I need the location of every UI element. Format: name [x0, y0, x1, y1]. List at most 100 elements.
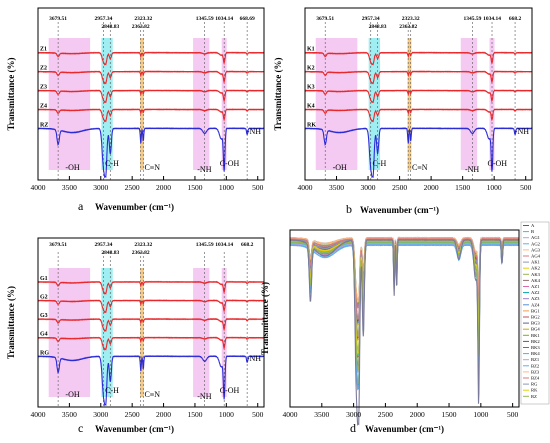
spectrum-line: [289, 238, 520, 370]
series-label: Z3: [40, 85, 47, 91]
x-tick-label: 4000: [283, 410, 298, 419]
x-tick-label: 3000: [93, 410, 108, 419]
legend-entry: BZ1: [531, 357, 540, 362]
x-tick-label: 1000: [219, 183, 234, 192]
band-highlight: [368, 38, 381, 170]
band-label: C-OH: [488, 159, 508, 168]
spectrum-line: [304, 108, 533, 123]
spectrum-line: [289, 243, 520, 359]
panel-letter: d: [350, 421, 356, 435]
legend-entry: RG: [531, 382, 538, 387]
legend-entry: AZ2: [531, 290, 540, 295]
x-axis-label: Wavenumber (cm⁻¹): [360, 205, 439, 215]
spectrum-line: [37, 280, 265, 295]
x-tick-label: 3500: [314, 410, 329, 419]
x-tick-label: 1000: [219, 410, 234, 419]
spectrum-line: [289, 240, 520, 372]
x-tick-label: 1500: [455, 183, 470, 192]
series-label: K4: [307, 103, 315, 109]
legend-entry: RK: [531, 388, 538, 393]
x-tick-label: 1500: [187, 410, 202, 419]
legend-entry: BG4: [531, 327, 540, 332]
legend-entry: AZ1: [531, 284, 540, 289]
plot-frame: [37, 237, 265, 408]
panel-a: 3679.51 2957.34 2848.83 2363.82 2323.32 1345.…: [6, 7, 265, 213]
band-highlight: [101, 268, 113, 397]
series-label: Z4: [40, 103, 47, 109]
legend-entry: BZ3: [531, 369, 540, 374]
plot-frame: [304, 7, 533, 181]
spectrum-line: [37, 317, 265, 333]
y-axis-label: Transmittance (%): [273, 57, 283, 130]
series-label: G4: [40, 332, 48, 338]
x-tick-label: 500: [520, 183, 532, 192]
legend-entry: BG2: [531, 315, 540, 320]
legend-entry: AK4: [531, 278, 541, 283]
spectrum-line: [289, 238, 520, 427]
series-label: Z1: [40, 47, 47, 53]
x-tick-label: 500: [507, 410, 519, 419]
peak-label: 2363.82: [132, 250, 150, 256]
spectrum-line: [37, 299, 265, 314]
spectrum-line: [289, 242, 520, 374]
x-tick-label: 3500: [62, 410, 77, 419]
panel-b: 3679.51 2957.34 2848.83 2363.82 2323.32 1345.…: [273, 7, 533, 216]
x-tick-label: 1000: [487, 183, 502, 192]
band-label: C-H: [373, 159, 387, 168]
spectrum-line: [37, 70, 265, 85]
legend-entry: RZ: [531, 394, 537, 399]
x-tick-label: 2000: [410, 410, 425, 419]
band-highlight: [140, 268, 144, 397]
band-label: -NH: [515, 127, 529, 136]
band-label: C≡N: [144, 390, 160, 399]
peak-label: 2848.83: [101, 250, 119, 256]
x-tick-label: 2000: [156, 183, 171, 192]
legend-entry: BK2: [531, 339, 540, 344]
x-tick-label: 4000: [31, 183, 46, 192]
band-label: -NH: [197, 392, 211, 401]
x-tick-label: 1500: [187, 183, 202, 192]
legend-entry: BZ2: [531, 363, 540, 368]
legend-entry: BZ4: [531, 376, 540, 381]
spectrum-line: [289, 241, 520, 357]
peak-label: 2363.82: [132, 24, 150, 30]
panel-c: 3679.51 2957.34 2848.83 2363.82 2323.32 1345.…: [6, 237, 265, 435]
band-label: -NH: [465, 165, 479, 174]
spectrum-line: [289, 239, 520, 387]
spectrum-line: [37, 108, 265, 123]
peak-label: 2957.34: [95, 242, 113, 248]
x-tick-label: 1000: [473, 410, 488, 419]
x-tick-label: 3000: [93, 183, 108, 192]
panel-d: ABAG1AG2AG3AG4AK1AK2AK3AK4AZ1AZ2AZ3AZ4BG…: [260, 221, 550, 435]
series-label: RG: [40, 350, 49, 356]
legend-entry: AZ3: [531, 296, 540, 301]
band-label: C-H: [105, 159, 119, 168]
legend-entry: AG2: [531, 241, 541, 246]
peak-label: 2323.32: [134, 242, 152, 248]
peak-label: 3679.51: [316, 16, 334, 22]
legend-entry: BK3: [531, 345, 540, 350]
spectrum-line: [289, 243, 520, 327]
peak-label: 2363.82: [399, 24, 417, 30]
peak-label: 2848.83: [101, 24, 119, 30]
spectrum-line: [289, 237, 520, 385]
band-highlight: [48, 268, 91, 397]
x-tick-label: 3500: [329, 183, 344, 192]
legend-entry: AZ4: [531, 302, 540, 307]
spectrum-line: [289, 241, 520, 389]
y-axis-label: Transmittance (%): [6, 57, 16, 130]
legend-entry: BG1: [531, 308, 540, 313]
spectrum-line: [37, 89, 265, 104]
peak-label: 668.2: [241, 242, 254, 248]
legend-entry: AK3: [531, 272, 541, 277]
band-highlight: [193, 268, 210, 397]
plot-frame: [289, 229, 520, 408]
band-label: C-OH: [220, 159, 240, 168]
series-label: G2: [40, 295, 48, 301]
series-label: G1: [40, 276, 48, 282]
band-highlight: [101, 38, 113, 170]
legend-entry: AK2: [531, 266, 541, 271]
spectrum-line: [37, 355, 265, 407]
panel-letter: a: [78, 199, 84, 213]
